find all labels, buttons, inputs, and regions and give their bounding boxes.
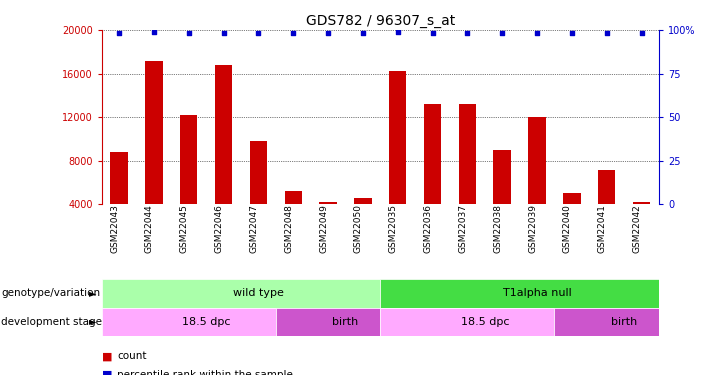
Point [496, 30, 508, 36]
Point [427, 30, 438, 36]
Text: birth: birth [332, 316, 359, 327]
FancyBboxPatch shape [102, 308, 275, 336]
Point [531, 30, 543, 36]
Text: GSM22036: GSM22036 [423, 204, 433, 254]
Point [566, 30, 578, 36]
Bar [458, 104, 476, 204]
Text: GSM22043: GSM22043 [110, 204, 119, 253]
Point [253, 30, 264, 36]
Text: 18.5 dpc: 18.5 dpc [461, 316, 509, 327]
Text: wild type: wild type [233, 288, 284, 298]
Point [218, 30, 229, 36]
Bar [389, 71, 407, 204]
Bar [110, 152, 128, 204]
FancyBboxPatch shape [554, 308, 659, 336]
Text: GSM22039: GSM22039 [528, 204, 537, 254]
Text: GSM22045: GSM22045 [179, 204, 189, 253]
Bar [145, 60, 163, 204]
Text: genotype/variation: genotype/variation [1, 288, 100, 298]
Text: GSM22044: GSM22044 [145, 204, 154, 253]
Text: GSM22040: GSM22040 [563, 204, 572, 253]
Point [462, 30, 473, 36]
Bar [250, 141, 267, 204]
Bar [180, 115, 198, 204]
Title: GDS782 / 96307_s_at: GDS782 / 96307_s_at [306, 13, 455, 28]
Text: ►: ► [89, 316, 97, 327]
Text: development stage: development stage [1, 316, 102, 327]
FancyBboxPatch shape [275, 308, 380, 336]
Point [149, 29, 160, 35]
Text: ■: ■ [102, 351, 112, 361]
Text: GSM22038: GSM22038 [494, 204, 502, 254]
Bar [633, 202, 651, 204]
Bar [598, 170, 615, 204]
Text: GSM22035: GSM22035 [389, 204, 397, 254]
Text: GSM22049: GSM22049 [319, 204, 328, 253]
Point [358, 30, 369, 36]
Text: GSM22048: GSM22048 [284, 204, 293, 253]
Bar [563, 194, 580, 204]
Text: GSM22042: GSM22042 [632, 204, 641, 253]
Point [601, 30, 612, 36]
Bar [494, 150, 511, 204]
Bar [285, 191, 302, 204]
Text: T1alpha null: T1alpha null [503, 288, 571, 298]
Point [114, 30, 125, 36]
Text: birth: birth [611, 316, 637, 327]
Bar [215, 65, 232, 204]
Text: GSM22041: GSM22041 [598, 204, 606, 253]
Point [636, 30, 647, 36]
Point [322, 30, 334, 36]
Text: count: count [117, 351, 147, 361]
FancyBboxPatch shape [102, 279, 380, 308]
Point [392, 29, 403, 35]
FancyBboxPatch shape [380, 279, 659, 308]
Text: percentile rank within the sample: percentile rank within the sample [117, 370, 293, 375]
Bar [320, 202, 336, 204]
Text: GSM22037: GSM22037 [458, 204, 468, 254]
Text: GSM22050: GSM22050 [354, 204, 363, 254]
Text: ■: ■ [102, 370, 112, 375]
Text: GSM22047: GSM22047 [250, 204, 259, 253]
Text: ►: ► [89, 288, 97, 298]
Point [287, 30, 299, 36]
Bar [354, 198, 372, 204]
Text: 18.5 dpc: 18.5 dpc [182, 316, 231, 327]
Text: GSM22046: GSM22046 [215, 204, 224, 253]
FancyBboxPatch shape [380, 308, 554, 336]
Bar [424, 104, 441, 204]
Point [183, 30, 194, 36]
Bar [529, 117, 546, 204]
